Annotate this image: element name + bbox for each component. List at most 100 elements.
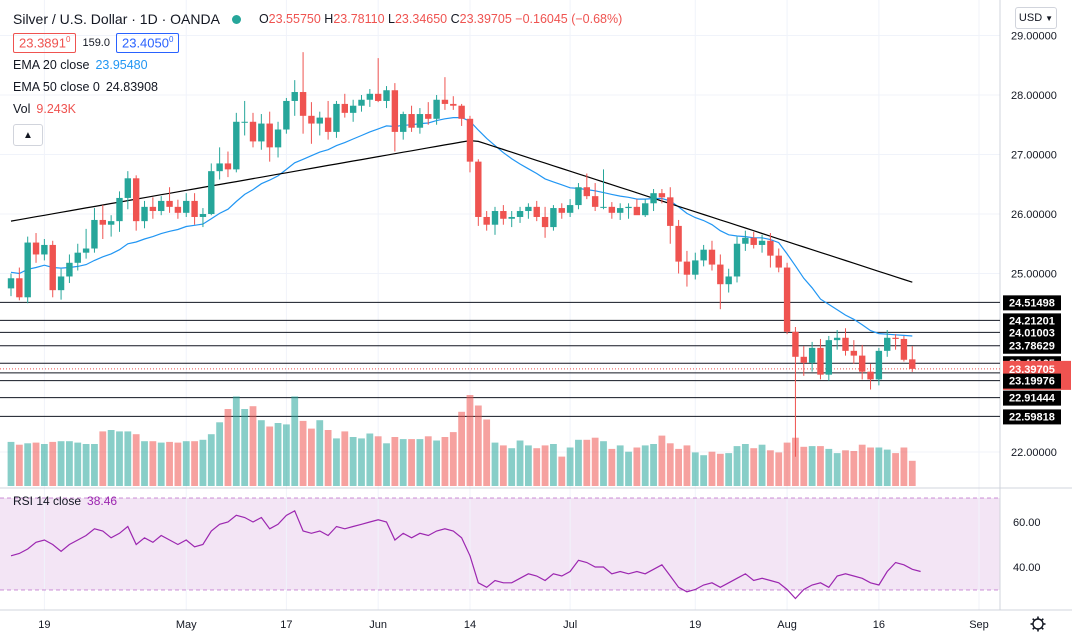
- candle-body: [642, 203, 649, 216]
- symbol-title[interactable]: Silver / U.S. Dollar · 1D · OANDA: [13, 11, 220, 27]
- candle-body: [500, 211, 507, 219]
- candle-body: [299, 92, 307, 116]
- candle-body: [82, 248, 90, 253]
- volume-bar: [650, 444, 657, 486]
- volume-bar: [249, 406, 257, 486]
- candle-body: [174, 206, 182, 213]
- volume-label: Vol: [13, 102, 31, 116]
- price-tick-label: 29.00000: [1011, 31, 1057, 43]
- volume-bar: [708, 451, 716, 486]
- candle-body: [558, 208, 565, 213]
- volume-bar: [224, 409, 232, 486]
- volume-bar: [558, 456, 566, 486]
- candle-body: [783, 267, 791, 332]
- candle-body: [808, 347, 816, 363]
- close-label: C: [450, 12, 460, 26]
- volume-bar: [775, 452, 783, 486]
- candle-body: [850, 350, 858, 356]
- candle-body: [258, 123, 265, 142]
- volume-bar: [349, 437, 357, 486]
- time-tick-label: Aug: [777, 619, 797, 631]
- chevron-down-icon: ▼: [1045, 13, 1054, 23]
- candle-body: [199, 214, 207, 217]
- volume-bar: [299, 420, 307, 486]
- volume-bar: [850, 451, 858, 486]
- volume-bar: [174, 442, 182, 486]
- price-axis: 29.00000 28.00000 27.00000 26.00000 25.00000…: [1003, 31, 1071, 574]
- candle-body: [750, 237, 757, 245]
- volume-bar: [516, 440, 524, 486]
- volume-bar: [7, 441, 15, 486]
- ema50-line: [10, 139, 913, 283]
- candle-body: [391, 90, 399, 132]
- candle-body: [241, 121, 248, 123]
- volume-bar: [383, 443, 390, 486]
- level-price-box: [1003, 338, 1061, 354]
- candle-body: [116, 197, 123, 222]
- chart-legend: Silver / U.S. Dollar · 1D · OANDA O23.55…: [13, 8, 622, 146]
- sell-button[interactable]: 23.38910: [13, 33, 77, 53]
- time-tick-label: 19: [689, 619, 701, 631]
- candle-body: [224, 163, 232, 170]
- volume-bar: [391, 437, 399, 486]
- candle-body: [416, 114, 424, 128]
- candle-body: [533, 206, 540, 217]
- volume-bar: [892, 453, 899, 486]
- candle-body: [683, 261, 691, 275]
- candle-body: [909, 359, 916, 369]
- collapse-legend-button[interactable]: ▲: [13, 124, 43, 146]
- volume-bar: [733, 446, 741, 486]
- volume-bar: [141, 441, 148, 486]
- volume-bar: [232, 396, 240, 486]
- gear-tooth: [1032, 626, 1036, 630]
- rsi-band: [0, 498, 1000, 590]
- volume-bar: [716, 453, 724, 486]
- volume-bar: [408, 439, 415, 486]
- level-price-label: 23.78629: [1009, 341, 1055, 353]
- candle-body: [483, 216, 490, 225]
- candle-body: [875, 350, 883, 380]
- volume-bar: [291, 396, 299, 486]
- ema50-legend[interactable]: EMA 50 close 0 24.83908: [13, 76, 622, 98]
- candle-body: [91, 219, 98, 249]
- volume-bar: [66, 441, 73, 486]
- candle-body: [692, 260, 699, 275]
- currency-button[interactable]: USD ▼: [1015, 7, 1057, 29]
- volume-bar: [466, 395, 474, 486]
- bid-ask-row: 23.38910 159.0 23.40500: [13, 32, 622, 54]
- buy-button[interactable]: 23.40500: [115, 33, 180, 53]
- volume-bar: [533, 448, 541, 486]
- volume-bar: [858, 444, 866, 486]
- candle-body: [107, 221, 115, 225]
- candle-body: [775, 255, 782, 268]
- candle-body: [274, 129, 282, 148]
- level-price-label: 22.91444: [1009, 393, 1056, 405]
- candle-body: [233, 121, 240, 170]
- settings-gear-icon[interactable]: [1030, 616, 1046, 632]
- candle-body: [475, 161, 482, 217]
- candle-body: [308, 115, 315, 124]
- rsi-label: RSI 14 close: [13, 494, 82, 508]
- candle-body: [867, 371, 874, 380]
- candle-body: [842, 337, 849, 351]
- candle-body: [742, 237, 749, 244]
- volume-bar: [800, 446, 808, 486]
- bid-pip: 0: [66, 35, 71, 45]
- candle-body: [99, 219, 106, 225]
- volume-legend[interactable]: Vol 9.243K: [13, 98, 622, 120]
- candle-body: [183, 200, 190, 213]
- volume-bar: [433, 440, 440, 486]
- volume-bar: [424, 436, 432, 486]
- volume-bar: [508, 448, 516, 486]
- candle-body: [608, 206, 616, 213]
- candle-body: [349, 105, 357, 113]
- rsi-tick-label: 60.00: [1013, 517, 1041, 529]
- candle-body: [341, 103, 348, 113]
- candle-body: [249, 121, 257, 142]
- ema20-legend[interactable]: EMA 20 close 23.95480: [13, 54, 622, 76]
- volume-bar: [817, 446, 824, 486]
- volume-bar: [32, 442, 40, 486]
- rsi-legend[interactable]: RSI 14 close 38.46: [13, 494, 117, 508]
- candle-body: [450, 103, 457, 106]
